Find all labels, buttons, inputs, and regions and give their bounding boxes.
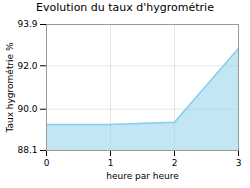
svg-text:0: 0 xyxy=(44,158,50,168)
html-text:Evolution du taux d'hygrométri: Evolution du taux d'hygrométrie xyxy=(36,1,214,14)
svg-text:3: 3 xyxy=(236,158,242,168)
svg-text:2: 2 xyxy=(172,158,178,168)
svg-text:Taux hygrométrie %: Taux hygrométrie % xyxy=(5,42,15,134)
svg-text:1: 1 xyxy=(108,158,114,168)
svg-text:88.1: 88.1 xyxy=(17,145,37,155)
svg-text:heure par heure: heure par heure xyxy=(106,171,179,181)
svg-text:90.0: 90.0 xyxy=(17,104,37,114)
svg-text:93.9: 93.9 xyxy=(17,19,37,29)
svg-text:92.0: 92.0 xyxy=(17,61,37,71)
